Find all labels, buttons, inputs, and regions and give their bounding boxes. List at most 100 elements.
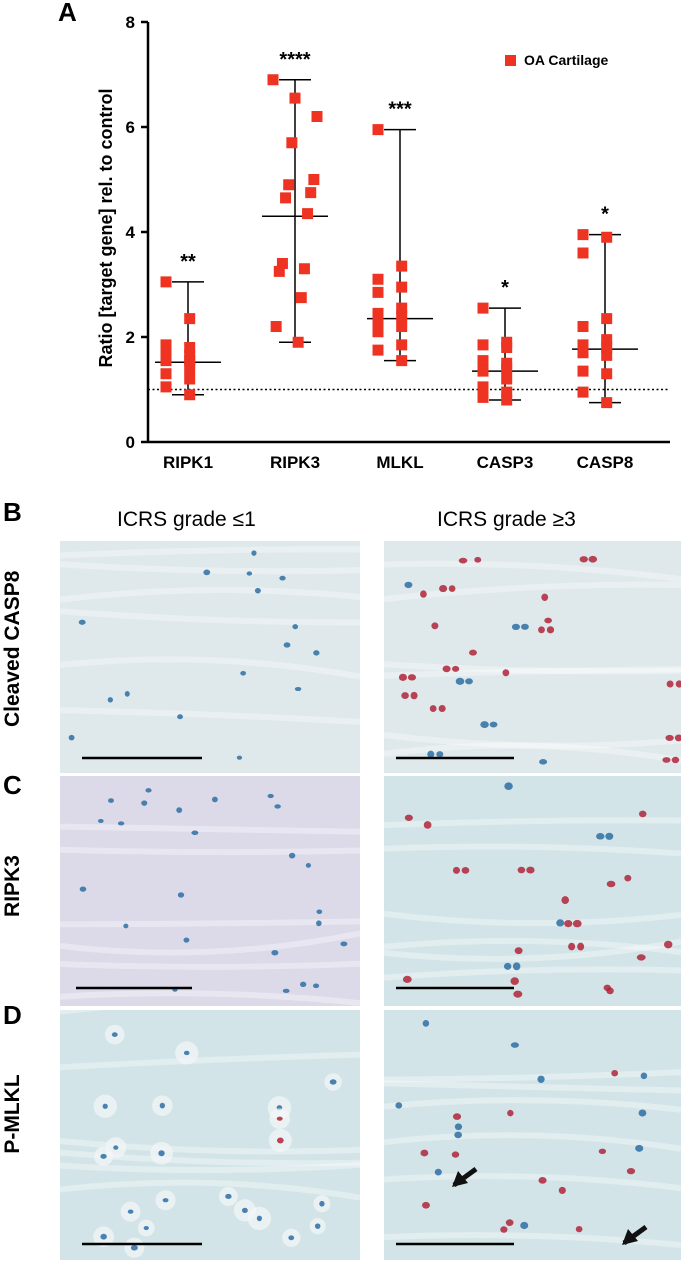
y-tick-label: 4: [126, 223, 136, 242]
data-point: [311, 111, 323, 122]
row-label-cleaved-casp8: Cleaved CASP8: [1, 570, 24, 727]
data-point: [477, 365, 489, 377]
data-point: [577, 247, 589, 259]
x-tick-label: CASP3: [477, 453, 534, 472]
significance-label: ***: [388, 99, 412, 121]
panel-letter-d: D: [3, 1000, 22, 1030]
column-header-low-grade: ICRS grade ≤1: [117, 508, 256, 531]
data-point: [501, 342, 513, 353]
data-point: [372, 315, 384, 327]
data-point: [267, 74, 279, 86]
data-point: [577, 339, 589, 351]
data-point: [372, 307, 384, 319]
legend: OA Cartilage: [505, 52, 608, 68]
data-point: [160, 355, 172, 367]
m4-canvas: [384, 776, 681, 1006]
y-tick-label: 8: [126, 13, 135, 32]
data-point: [160, 368, 172, 380]
data-point: [477, 391, 489, 403]
significance-label: *: [601, 204, 609, 226]
m2-canvas: [384, 541, 681, 773]
y-axis: 0 2 4 6 8: [126, 13, 150, 452]
data-point: [184, 355, 196, 367]
data-point: [302, 208, 314, 220]
data-point: [160, 339, 172, 351]
data-point: [501, 394, 513, 406]
data-point: [280, 192, 292, 204]
data-point: [577, 365, 589, 377]
micrograph-ripk3-high: [384, 776, 681, 1006]
data-point: [577, 386, 589, 398]
data-point: [298, 263, 310, 275]
data-point: [577, 229, 589, 241]
data-point: [501, 363, 513, 374]
data-point: [160, 381, 172, 393]
significance-label: **: [180, 251, 196, 273]
data-point: [396, 310, 408, 322]
significance-label: *: [501, 277, 509, 299]
data-point: [501, 386, 513, 398]
group-casp8: *: [572, 204, 638, 409]
x-tick-label: RIPK1: [163, 453, 213, 472]
panel-letter-a: A: [58, 0, 77, 27]
data-point: [184, 363, 196, 374]
data-point: [184, 373, 196, 385]
micrograph-casp8-low: [60, 541, 360, 773]
data-point: [160, 276, 172, 288]
data-groups: ***********: [155, 49, 638, 409]
data-point: [308, 174, 320, 185]
group-ripk3: ****: [262, 49, 328, 348]
data-point: [372, 286, 384, 298]
y-tick-label: 0: [126, 433, 135, 452]
data-point: [305, 187, 317, 199]
data-point: [270, 321, 282, 332]
data-point: [372, 326, 384, 338]
data-point: [396, 281, 408, 293]
data-point: [477, 381, 489, 393]
micrograph-ripk3-low: [60, 776, 360, 1006]
data-point: [372, 344, 384, 356]
data-point: [601, 342, 613, 353]
data-point: [184, 389, 196, 401]
row-label-ripk3: RIPK3: [1, 855, 24, 917]
row-label-p-mlkl: P-MLKL: [1, 1074, 24, 1154]
x-tick-label: RIPK3: [270, 453, 320, 472]
data-point: [601, 368, 613, 380]
data-point: [601, 397, 613, 409]
legend-marker: [505, 55, 516, 66]
data-point: [396, 339, 408, 351]
y-axis-title: Ratio [target gene] rel. to control: [96, 88, 116, 367]
data-point: [601, 349, 613, 361]
column-header-high-grade: ICRS grade ≥3: [437, 508, 576, 531]
group-mlkl: ***: [367, 99, 433, 367]
y-tick-label: 2: [126, 328, 135, 347]
micrograph-pmlkl-high: [384, 1010, 681, 1260]
data-point: [372, 273, 384, 285]
group-casp3: *: [472, 277, 538, 406]
data-point: [477, 302, 489, 314]
data-point: [276, 258, 288, 269]
legend-label: OA Cartilage: [524, 52, 608, 68]
micrograph-casp8-high: [384, 541, 681, 773]
group-ripk1: **: [155, 251, 221, 401]
significance-label: ****: [279, 49, 310, 71]
x-tick-label: CASP8: [577, 453, 634, 472]
m5-canvas: [60, 1010, 360, 1260]
data-point: [289, 92, 301, 104]
data-point: [396, 260, 408, 272]
data-point: [184, 342, 196, 353]
data-point: [292, 336, 304, 348]
data-point: [283, 179, 295, 191]
panel-letter-b: B: [3, 497, 22, 527]
data-point: [577, 321, 589, 332]
data-point: [372, 124, 384, 136]
data-point: [601, 334, 613, 346]
data-point: [286, 137, 298, 149]
data-point: [295, 292, 307, 304]
panel-letter-c: C: [3, 770, 22, 800]
m3-canvas: [60, 776, 360, 1006]
y-tick-label: 6: [126, 118, 135, 137]
data-point: [501, 373, 513, 385]
micrograph-pmlkl-low: [60, 1010, 360, 1260]
